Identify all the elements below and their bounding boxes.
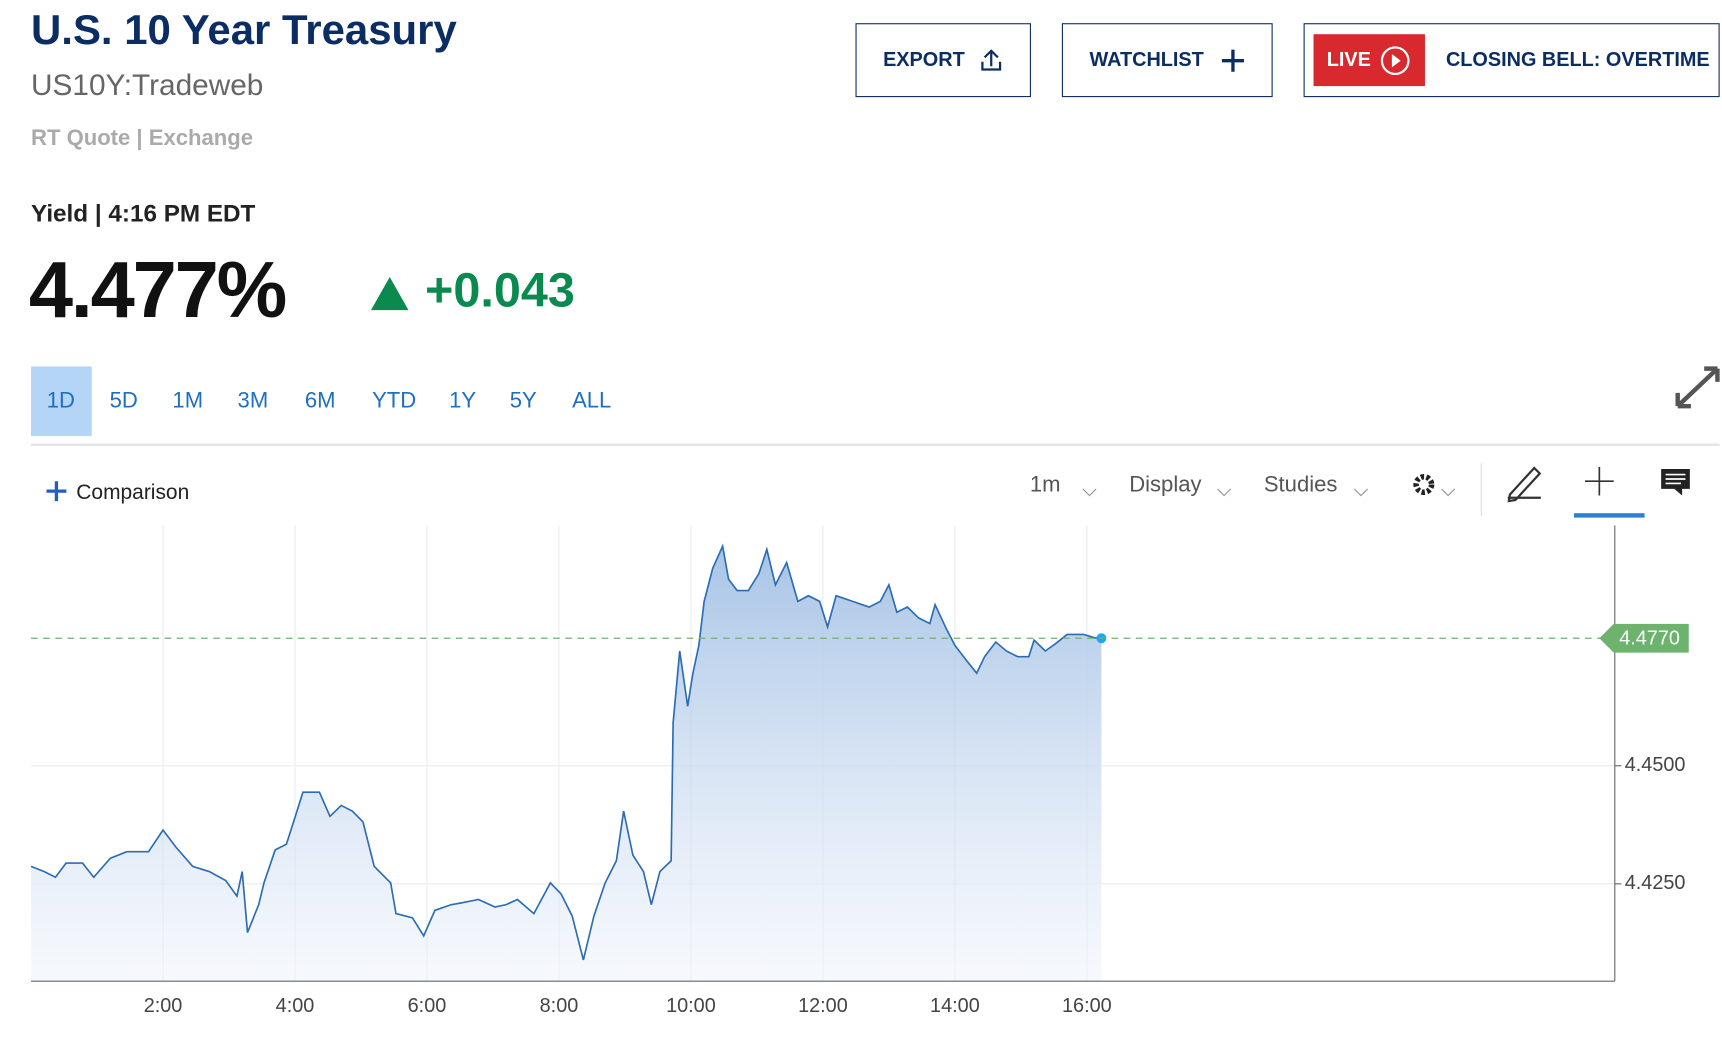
interval[interactable]: 1m: [1030, 471, 1061, 496]
play-icon: [1380, 46, 1410, 76]
x-tick-label: 14:00: [930, 995, 980, 1017]
plus-icon: [1221, 49, 1244, 72]
live-badge: [1313, 34, 1425, 87]
chart: 2:00 4:00 6:00 8:00 10:00 12:00 14:00 16:00 4.45…: [30, 525, 1689, 1017]
price: 4.477%: [29, 245, 286, 334]
range-tab[interactable]: ALL: [572, 388, 611, 413]
quote-type: RT Quote | Exchange: [31, 125, 253, 150]
x-tick-label: 2:00: [144, 995, 183, 1017]
x-tick-label: 8:00: [540, 995, 579, 1017]
comparison[interactable]: Comparison: [76, 481, 189, 504]
range-tab[interactable]: 5D: [110, 388, 138, 413]
export-icon: [981, 49, 1002, 71]
play-triangle: [1391, 54, 1401, 68]
tab-highlight: [31, 366, 92, 436]
current-marker: [1599, 623, 1689, 653]
x-tick-label: 10:00: [666, 995, 716, 1017]
title: U.S. 10 Year Treasury: [31, 6, 457, 53]
range-tab[interactable]: 1D: [47, 388, 75, 413]
comment-icon[interactable]: [1661, 469, 1690, 496]
chevron: [1217, 488, 1232, 497]
display[interactable]: Display: [1129, 471, 1201, 496]
chevron: [1082, 488, 1097, 497]
chevron: [1353, 488, 1368, 497]
active-underline: [1573, 513, 1645, 518]
range-tab[interactable]: 3M: [238, 388, 269, 413]
y-tick-label: 4.4250: [1625, 872, 1686, 894]
x-tick-label: 16:00: [1062, 995, 1112, 1017]
range-tabs: 1D 5D 1M 3M 6M YTD 1Y 5Y ALL: [31, 366, 611, 436]
y-tick-label: 4.4500: [1625, 754, 1686, 776]
time-line: Yield | 4:16 PM EDT: [31, 201, 256, 228]
line: [30, 543, 1102, 961]
comment-lines: [1665, 473, 1686, 485]
range-tab[interactable]: 6M: [305, 388, 336, 413]
current-label: 4.4770: [1619, 628, 1680, 650]
export-label: EXPORT: [883, 49, 965, 71]
range-tab[interactable]: 5Y: [510, 388, 537, 413]
live-label: LIVE: [1327, 49, 1371, 71]
settings-icon[interactable]: [1413, 474, 1435, 495]
expand-icon[interactable]: [1675, 366, 1720, 409]
up-arrow: [370, 277, 409, 311]
studies[interactable]: Studies: [1264, 471, 1338, 496]
range-tab[interactable]: 1M: [172, 388, 203, 413]
chevron: [1441, 488, 1456, 497]
range-tab[interactable]: YTD: [372, 388, 416, 413]
crosshair-icon[interactable]: [1585, 466, 1614, 496]
x-tick-label: 4:00: [276, 995, 315, 1017]
change: +0.043: [425, 263, 575, 317]
draw-icon[interactable]: [1507, 466, 1542, 503]
export-button[interactable]: [855, 23, 1031, 98]
show-label: CLOSING BELL: OVERTIME: [1446, 49, 1710, 71]
watchlist-label: WATCHLIST: [1089, 49, 1203, 71]
comparison-plus[interactable]: [46, 481, 67, 502]
x-tick-label: 12:00: [798, 995, 848, 1017]
symbol: US10Y:Tradeweb: [31, 69, 263, 102]
range-tab[interactable]: 1Y: [449, 388, 476, 413]
area: [31, 546, 1102, 982]
x-tick-label: 6:00: [408, 995, 447, 1017]
